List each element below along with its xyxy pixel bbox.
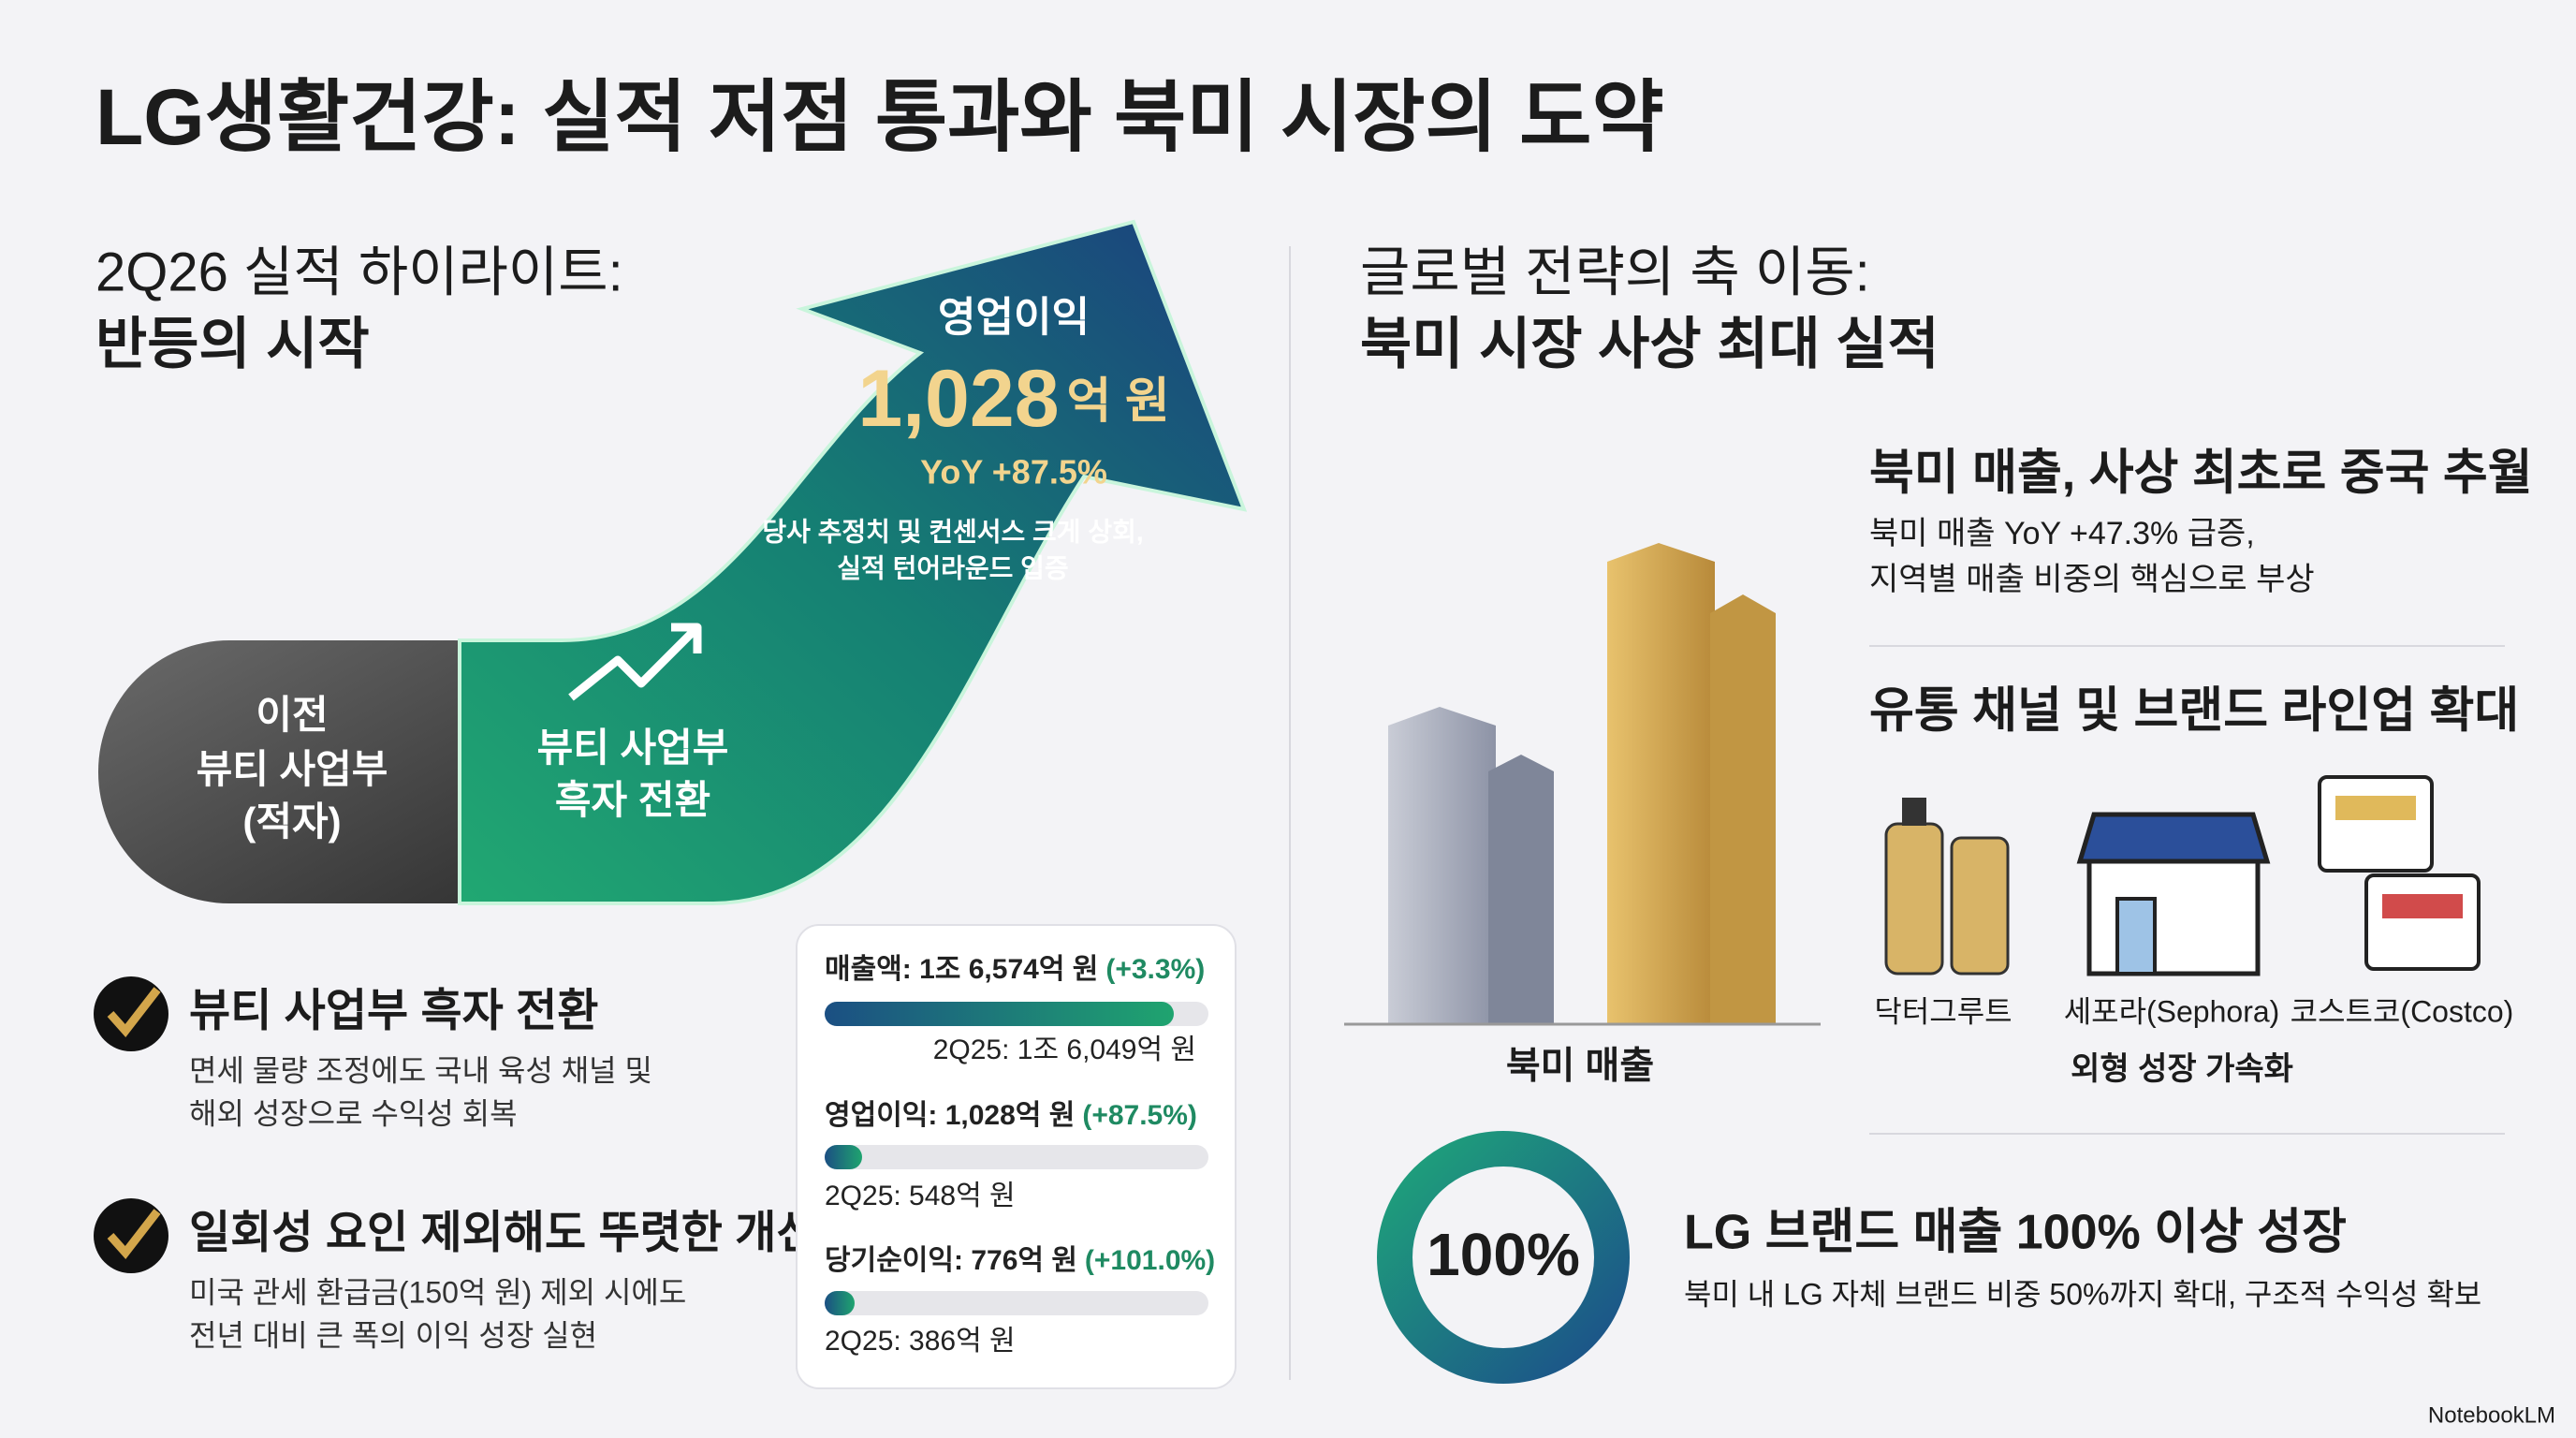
subtitle: 2Q26 실적 하이라이트: (95, 242, 623, 302)
shelf-icon (2318, 775, 2434, 873)
metrics-card: 매출액: 1조 6,574억 원 (+3.3%) 2Q25: 1조 6,049억 … (796, 924, 1237, 1389)
metric-change: (+87.5%) (1082, 1100, 1197, 1131)
arrow-note: 실적 턴어라운드 입증 (837, 553, 1068, 582)
silver-bar (1388, 707, 1496, 1023)
metric-label: 당기순이익: 776억 원 (+101.0%) (825, 1245, 1215, 1276)
section-title: 유통 채널 및 브랜드 라인업 확대 (1869, 684, 2519, 739)
check-list: 뷰티 사업부 흑자 전환 면세 물량 조정에도 국내 육성 채널 및 해외 성장… (94, 976, 818, 1352)
point-body: 면세 물량 조정에도 국내 육성 채널 및 (189, 1053, 652, 1087)
after-text: 뷰티 사업부 (537, 726, 729, 770)
point-body: 해외 성장으로 수익성 회복 (189, 1096, 518, 1130)
point-body: 미국 관세 환급금(150억 원) 제외 시에도 (189, 1275, 686, 1309)
channel-label: 코스트코(Costco) (2291, 994, 2514, 1028)
gold-bar (1710, 594, 1776, 1023)
metric-text: 당기순이익: 776억 원 (825, 1245, 1077, 1276)
before-text: (적자) (242, 800, 341, 844)
gold-bar (1607, 543, 1715, 1023)
section-title: LG 브랜드 매출 100% 이상 성장 (1684, 1206, 2347, 1260)
metric-prior: 2Q25: 548억 원 (825, 1181, 1016, 1211)
metric-label: 영업이익: 1,028억 원 (+87.5%) (825, 1100, 1197, 1131)
channel-label: 닥터그루트 (1874, 994, 2012, 1028)
metric-prior: 2Q25: 1조 6,049억 원 (933, 1034, 1196, 1065)
point-title: 뷰티 사업부 흑자 전환 (189, 987, 598, 1036)
section-title: 북미 매출, 사상 최초로 중국 추월 (1869, 447, 2533, 501)
arrow-unit: 억 원 (1067, 374, 1170, 429)
arrow-number: 1,028 (857, 354, 1059, 444)
ring-badge (1377, 1131, 1630, 1384)
silver-bar (1488, 755, 1554, 1023)
arrow-value: 1,028 억 원 (857, 354, 1169, 444)
bar-illustration: 북미 매출 (1344, 543, 1821, 1087)
growth-arrow (458, 219, 1248, 905)
check-icon (94, 976, 168, 1051)
bar-track (825, 1291, 1208, 1315)
heading: 반등의 시작 (95, 313, 370, 375)
bottle-pump (1902, 798, 1926, 826)
point-body: 전년 대비 큰 폭의 이익 성장 실현 (189, 1318, 597, 1352)
title: LG생활건강: 실적 저점 통과와 북미 시장의 도약 (95, 73, 1664, 161)
store-awning (2076, 812, 2271, 864)
bar-fill (825, 1002, 1174, 1026)
section-body: 북미 매출 YoY +47.3% 급증, (1869, 516, 2255, 551)
check-mark (107, 1209, 161, 1260)
metric-label: 매출액: 1조 6,574억 원 (+3.3%) (825, 954, 1205, 985)
shelf-items (2335, 796, 2416, 820)
footer-brand: NotebookLM (2428, 1402, 2555, 1428)
bar-fill (825, 1291, 855, 1315)
metric-change: (+101.0%) (1085, 1245, 1215, 1276)
bar-track (825, 1145, 1208, 1169)
before-text: 이전 (256, 693, 328, 737)
metric-text: 영업이익: 1,028억 원 (825, 1100, 1075, 1131)
channel-label: 세포라(Sephora) (2064, 994, 2280, 1028)
chart-label: 북미 매출 (1506, 1046, 1654, 1087)
bottle-icon (1884, 822, 1944, 976)
shelf-icon (2364, 873, 2481, 971)
store-icon (2086, 858, 2261, 976)
section-body: 지역별 매출 비중의 핵심으로 부상 (1869, 562, 2315, 597)
subtitle: 글로벌 전략의 축 이동: (1360, 242, 1870, 302)
arrow-yoy: YoY +87.5% (920, 453, 1107, 492)
trend-icon (568, 623, 702, 701)
store-door (2115, 897, 2157, 976)
channel-caption: 외형 성장 가속화 (2071, 1051, 2293, 1087)
badge-text: 100% (1427, 1221, 1580, 1288)
before-text: 뷰티 사업부 (197, 747, 388, 791)
channel-icons (1884, 775, 2481, 976)
arrow-label: 영업이익 (938, 295, 1090, 341)
tube-icon (1950, 836, 2010, 976)
metric-prior: 2Q25: 386억 원 (825, 1326, 1016, 1357)
section-body: 북미 내 LG 자체 브랜드 비중 50%까지 확대, 구조적 수익성 확보 (1684, 1277, 2481, 1311)
bar-fill (825, 1145, 862, 1169)
shelf-items (2382, 894, 2463, 918)
check-mark (107, 987, 161, 1038)
arrow-note: 당사 추정치 및 컨센서스 크게 상회, (762, 517, 1143, 546)
point-title: 일회성 요인 제외해도 뚜렷한 개선 (189, 1209, 818, 1258)
metric-change: (+3.3%) (1105, 954, 1205, 985)
metric-text: 매출액: 1조 6,574억 원 (825, 954, 1098, 985)
check-icon (94, 1198, 168, 1273)
heading: 북미 시장 사상 최대 실적 (1360, 313, 1939, 375)
after-text: 흑자 전환 (555, 778, 710, 822)
